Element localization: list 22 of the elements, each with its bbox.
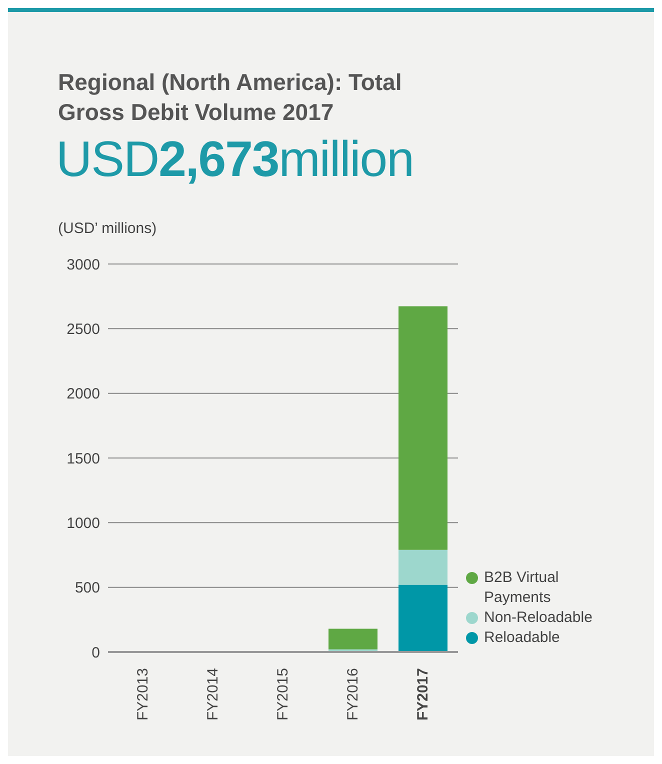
y-tick-label: 3000 (66, 256, 100, 274)
chart-subtitle: USD2,673million (56, 131, 414, 187)
y-tick-label: 1500 (66, 450, 100, 468)
x-tick-label: FY2013 (134, 668, 152, 721)
bar (398, 550, 448, 585)
legend-label: Non-Reloadable (484, 608, 594, 628)
legend-label: B2B Virtual Payments (484, 568, 560, 608)
x-tick-label: FY2017 (414, 668, 432, 721)
y-tick-label: 1000 (66, 514, 100, 532)
x-tick-label: FY2014 (204, 668, 222, 721)
x-tick-label: FY2015 (274, 668, 292, 721)
x-tick-label: FY2016 (344, 668, 362, 721)
y-tick-label: 2000 (66, 386, 100, 403)
chart-title: Regional (North America): Total Gross Debit Volume 2017 (58, 68, 403, 127)
bar (398, 584, 448, 652)
y-tick-label: 0 (92, 644, 100, 662)
y-axis-title: (USD’ millions) (58, 220, 157, 237)
y-tick-label: 500 (74, 580, 100, 597)
bar (398, 306, 448, 550)
legend-label: Reloadable (484, 628, 561, 648)
bar (328, 628, 378, 650)
y-tick-label: 2500 (66, 320, 100, 338)
